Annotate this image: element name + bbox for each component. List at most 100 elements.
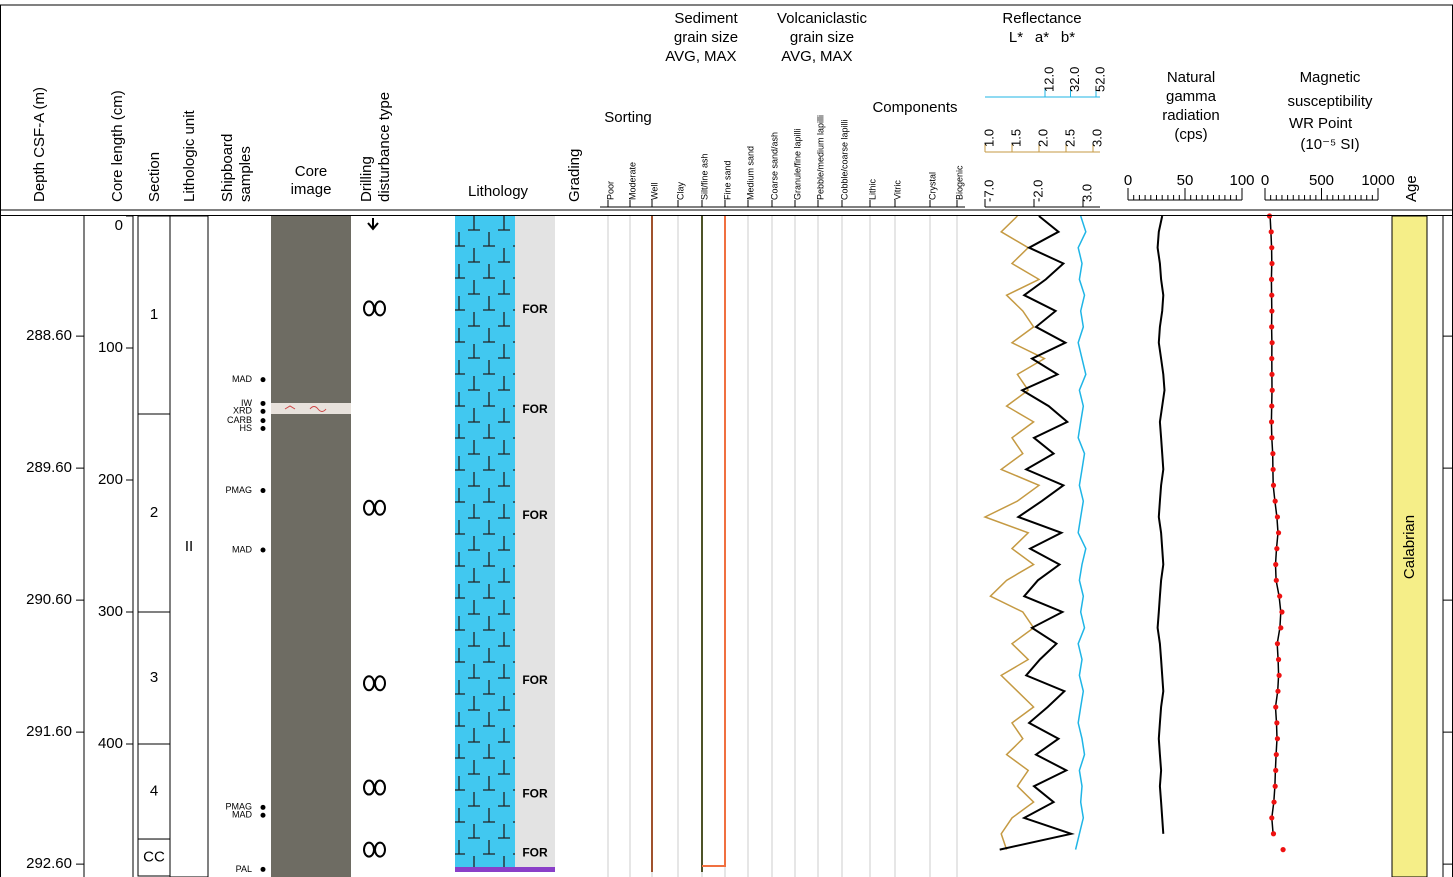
ms-point (1279, 609, 1285, 615)
header-label: Poor (605, 181, 615, 200)
disturbance-loop (374, 499, 386, 516)
tick-label: 50 (1177, 172, 1194, 189)
cm-label: 400 (98, 735, 123, 752)
tick-label: 500 (1309, 172, 1334, 189)
cm-label: 100 (98, 339, 123, 356)
disturbance-loop (374, 779, 386, 796)
header-label: Natural (1167, 69, 1215, 86)
ms-point (1269, 435, 1275, 441)
core-mark (284, 405, 327, 412)
header-label: Fine sand (722, 160, 732, 200)
ms-point (1270, 451, 1276, 457)
lithology-pattern (455, 216, 515, 867)
disturbance-loop (363, 300, 375, 317)
header-label: Lithic (867, 178, 877, 200)
header-label: 3.0 (1079, 184, 1094, 202)
ms-point (1280, 847, 1286, 853)
header-label: Cobble/coarse lapilli (839, 119, 849, 200)
tick-label: 0 (1261, 172, 1269, 189)
ms-point (1268, 419, 1275, 425)
ms-point (1275, 530, 1282, 536)
header-label: Crystal (927, 172, 937, 200)
ms-point (1270, 482, 1277, 488)
sample-label: MAD (232, 374, 253, 384)
reflectance-line (1074, 215, 1087, 850)
cm-label: 0 (115, 217, 123, 234)
ms-point (1269, 260, 1275, 267)
header-label: 1.5 (1008, 129, 1023, 147)
unit-box (169, 215, 209, 877)
header-label: grain size (790, 29, 854, 46)
header-label: Point (1318, 115, 1353, 132)
sample-label: MAD (232, 544, 253, 554)
ms-point (1269, 245, 1275, 251)
ms-point (1276, 672, 1282, 678)
ms-point (1268, 276, 1275, 282)
lithology-modifier (515, 216, 555, 867)
header-label: -2.0 (1030, 180, 1045, 202)
section-label: 1 (150, 306, 158, 323)
section-label: CC (143, 848, 165, 865)
tick-label: 100 (1229, 172, 1254, 189)
lithology-label: FOR (522, 402, 548, 416)
header-label: (10⁻⁵ SI) (1300, 136, 1359, 153)
header-label: Core length (cm) (109, 90, 126, 202)
ms-point (1273, 561, 1279, 568)
cm-label: 300 (98, 603, 123, 620)
header-label: Sorting (604, 109, 652, 126)
header-label: 12.0 (1041, 67, 1056, 92)
ms-point (1273, 767, 1279, 774)
ms-point (1269, 292, 1275, 298)
sample-dot (260, 426, 266, 432)
header-label: Biogenic (954, 165, 964, 200)
legend-entry: a* (1035, 29, 1049, 46)
sample-label: HS (239, 423, 252, 433)
legend-max: MAX (704, 48, 737, 65)
sample-dot (260, 418, 266, 424)
sample-label: PAL (236, 864, 252, 874)
depth-label: 289.60 (26, 459, 72, 476)
reflectance-line (983, 215, 1046, 850)
age-label: Calabrian (1401, 515, 1418, 579)
ms-point (1272, 498, 1278, 504)
lithology-label: FOR (522, 846, 548, 860)
header-label: Components (872, 99, 957, 116)
header-label: 2.0 (1035, 129, 1050, 147)
lithology-base (455, 867, 555, 872)
header-label: Medium sand (745, 146, 755, 200)
disturbance-loop (374, 841, 386, 858)
ms-point (1274, 736, 1281, 742)
lithology-label: FOR (522, 786, 548, 800)
header-label: Lithology (468, 183, 529, 200)
ms-point (1274, 514, 1281, 520)
disturbance-arrow (367, 218, 379, 231)
header-label: Core (295, 163, 328, 180)
header-label: Pebble/medium lapilli (815, 115, 825, 200)
ms-wr-line (1269, 215, 1282, 834)
disturbance-symbol (363, 300, 386, 317)
header-label: susceptibility (1287, 93, 1373, 110)
ms-point (1278, 625, 1284, 631)
section-label: 4 (150, 782, 158, 799)
ms-point (1274, 641, 1281, 647)
header-label: Age (1403, 175, 1420, 202)
grain-max-line (702, 216, 726, 867)
header-label: Depth CSF-A (m) (31, 87, 48, 202)
ms-point (1274, 720, 1280, 726)
lithology-label: FOR (522, 302, 548, 316)
header-label: Reflectance (1002, 10, 1081, 27)
disturbance-symbol (363, 499, 386, 516)
sample-dot (260, 804, 266, 810)
core-image (271, 216, 351, 877)
section-label: 2 (150, 504, 158, 521)
header-label: gamma (1166, 88, 1217, 105)
ms-point (1269, 308, 1275, 314)
header-label: Granule/fine lapilli (792, 128, 802, 200)
sample-dot (260, 488, 266, 494)
tick-label: 0 (1124, 172, 1132, 189)
header-label: Shipboard (219, 134, 236, 202)
ms-point (1269, 387, 1275, 393)
ms-point (1275, 688, 1281, 694)
lithology-label: FOR (522, 508, 548, 522)
disturbance-loop (374, 300, 386, 317)
